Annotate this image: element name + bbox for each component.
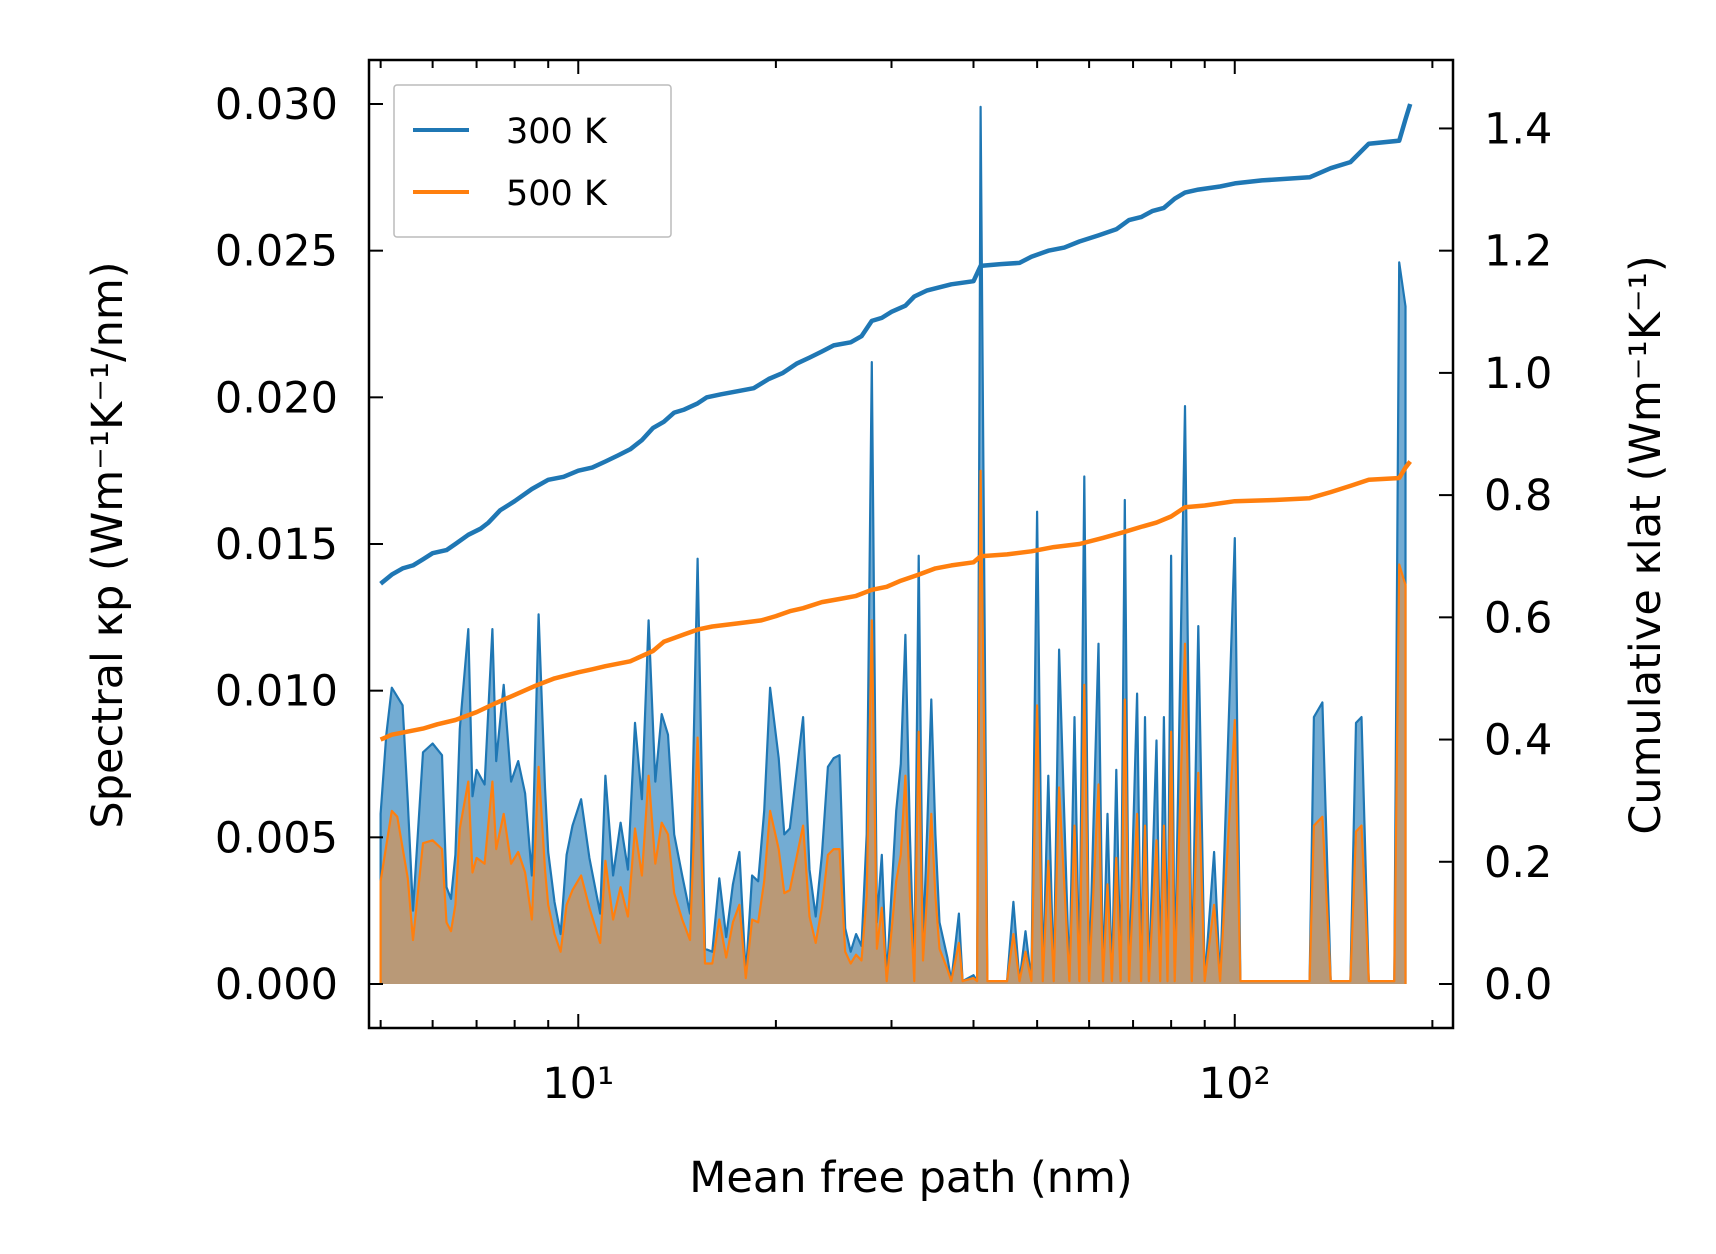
spectral-line-500k bbox=[379, 469, 1407, 984]
cumulative-line-300k bbox=[379, 103, 1413, 586]
y-tick-label: 0.030 bbox=[215, 80, 338, 130]
legend: 300 K 500 K bbox=[393, 84, 672, 238]
spectral-layer bbox=[379, 105, 1407, 984]
y-axis-label: Spectral κp (Wm⁻¹K⁻¹/nm) bbox=[83, 261, 133, 828]
y-tick-label: 0.020 bbox=[215, 373, 338, 423]
x-tick-label: 10² bbox=[1199, 1059, 1271, 1109]
legend-label-300k: 300 K bbox=[506, 112, 608, 152]
y2-tick-label: 1.4 bbox=[1484, 104, 1552, 154]
cumulative-layer bbox=[379, 103, 1413, 742]
y-tick-label: 0.010 bbox=[215, 667, 338, 717]
x-axis-label: Mean free path (nm) bbox=[689, 1153, 1132, 1203]
y2-tick-label: 0.2 bbox=[1484, 838, 1552, 888]
legend-box bbox=[393, 84, 672, 238]
legend-label-500k: 500 K bbox=[506, 174, 608, 214]
y2-tick-label: 0.8 bbox=[1484, 471, 1552, 521]
y-tick-label: 0.015 bbox=[215, 520, 338, 570]
y-axis-right-ticks: 0.0 0.2 0.4 0.6 0.8 1.0 1.2 1.4 bbox=[1439, 104, 1552, 1010]
y-tick-label: 0.000 bbox=[215, 960, 338, 1010]
cumulative-line-500k bbox=[379, 460, 1412, 742]
spectral-area-300k bbox=[380, 106, 1406, 984]
spectral-area-500k bbox=[380, 470, 1406, 984]
x-tick-label: 10¹ bbox=[542, 1059, 614, 1109]
y-tick-label: 0.025 bbox=[215, 227, 338, 277]
spectral-line-300k bbox=[379, 105, 1407, 984]
y2-axis-label: Cumulative κlat (Wm⁻¹K⁻¹) bbox=[1621, 255, 1671, 834]
y-tick-label: 0.005 bbox=[215, 813, 338, 863]
y2-tick-label: 1.0 bbox=[1484, 349, 1552, 399]
y2-tick-label: 0.0 bbox=[1484, 960, 1552, 1010]
y2-tick-label: 1.2 bbox=[1484, 227, 1552, 277]
y2-tick-label: 0.4 bbox=[1484, 716, 1552, 766]
x-axis-ticks: 10¹ 10² bbox=[379, 60, 1434, 1109]
y-axis-left-ticks: 0.000 0.005 0.010 0.015 0.020 0.025 0.030 bbox=[215, 80, 383, 1010]
y2-tick-label: 0.6 bbox=[1484, 593, 1552, 643]
